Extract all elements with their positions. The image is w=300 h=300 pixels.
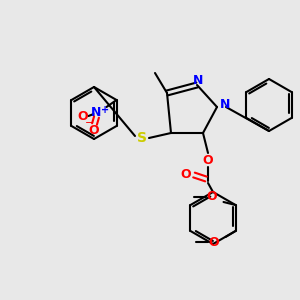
Text: O: O [77,110,88,124]
Text: N: N [220,98,230,112]
Text: O: O [206,190,217,203]
Text: O: O [208,236,219,248]
Text: O: O [203,154,213,167]
Text: S: S [137,131,147,145]
Text: O: O [88,124,99,137]
Text: +: + [101,105,110,115]
Text: N: N [193,74,203,86]
Text: −: − [85,118,94,128]
Text: N: N [91,106,102,119]
Text: O: O [181,169,191,182]
